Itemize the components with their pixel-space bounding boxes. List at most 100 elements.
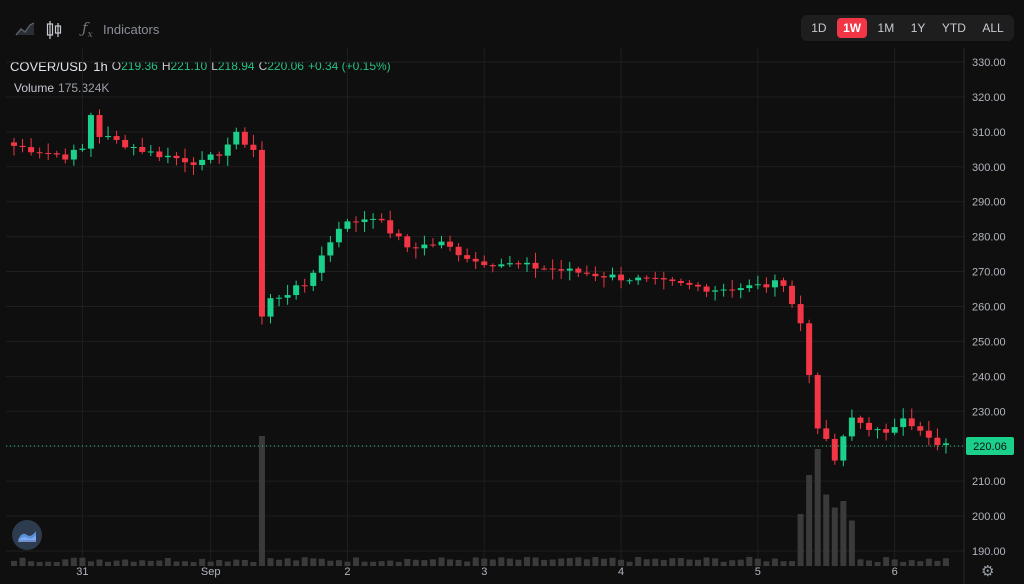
high-value: 221.10 (170, 59, 208, 73)
volume-bar (53, 561, 60, 566)
range-button-1w[interactable]: 1W (837, 18, 868, 38)
x-tick-label: 4 (618, 566, 624, 578)
candlestick-icon[interactable] (45, 20, 63, 40)
candle-body (276, 297, 283, 299)
volume-bar (224, 561, 231, 566)
x-tick-label: 5 (755, 566, 761, 578)
indicators-button[interactable]: Indicators (103, 22, 160, 37)
volume-bar (70, 557, 77, 566)
candle-body (284, 295, 291, 298)
candle-body (353, 221, 359, 223)
volume-bar (19, 557, 26, 566)
x-tick-label: 3 (481, 566, 487, 578)
candle-body (310, 272, 317, 286)
candle-body (720, 289, 727, 291)
volume-bar (917, 561, 924, 566)
candle-body (318, 255, 325, 273)
volume-bar (199, 558, 206, 566)
volume-bar (609, 557, 616, 566)
candle-body (541, 268, 548, 270)
volume-bar (925, 558, 932, 566)
volume-bar (703, 557, 710, 566)
candle-body (763, 284, 770, 288)
candle-body (395, 233, 402, 237)
range-button-1y[interactable]: 1Y (910, 21, 926, 35)
last-price-tag (966, 437, 1014, 456)
fx-icon[interactable]: ƒx (82, 19, 93, 40)
volume-bar (421, 560, 428, 566)
volume-bar (293, 560, 300, 566)
candle-body (558, 269, 565, 271)
candle-body (489, 265, 496, 267)
candle-body (412, 247, 419, 249)
candle-body (182, 158, 188, 163)
y-tick-label: 210.00 (972, 476, 1006, 488)
volume-bar (635, 557, 642, 566)
candle-body (105, 136, 112, 138)
volume-bar (87, 561, 94, 566)
candle-body (87, 115, 94, 149)
candle-body (780, 280, 787, 286)
volume-bar (233, 559, 240, 566)
volume-bar (831, 507, 838, 566)
volume-bar (378, 561, 385, 566)
candle-body (139, 146, 146, 152)
candle-body (387, 220, 394, 234)
y-tick-label: 280.00 (972, 232, 1006, 244)
candle-body (695, 284, 701, 287)
volume-bar (626, 561, 633, 566)
candle-body (241, 131, 248, 145)
volume-bar (712, 558, 719, 566)
volume-bar (139, 560, 146, 566)
area-chart-icon[interactable] (14, 20, 36, 38)
settings-gear-icon[interactable]: ⚙ (981, 563, 995, 580)
volume-bar (130, 561, 137, 566)
candle-body (883, 429, 890, 433)
candle-body (156, 151, 163, 158)
candle-body (199, 159, 206, 165)
candle-body (216, 154, 223, 156)
range-button-1m[interactable]: 1M (877, 21, 895, 35)
candle-body (900, 418, 907, 428)
range-button-all[interactable]: ALL (982, 21, 1004, 35)
volume-bar (241, 559, 248, 566)
volume-bar (780, 561, 787, 566)
range-button-ytd[interactable]: YTD (941, 21, 966, 35)
y-tick-label: 330.00 (972, 57, 1006, 69)
volume-bar (806, 475, 813, 566)
volume-bar (370, 561, 377, 566)
volume-bar (754, 558, 761, 566)
candle-body (934, 437, 941, 445)
volume-bar (327, 560, 334, 566)
price-chart[interactable]: 330.00 320.00 310.00 300.00 290.00 280.00 270.… (0, 48, 1024, 584)
volume-bar (575, 557, 582, 566)
candle-body (737, 288, 744, 291)
volume-bar (874, 561, 881, 566)
candle-body (344, 221, 351, 229)
candle-body (258, 149, 265, 317)
candle-body (789, 285, 796, 305)
volume-bar (11, 560, 17, 566)
candle-body (618, 274, 625, 281)
candle-body (635, 277, 642, 281)
candle-body (70, 149, 77, 160)
range-button-1d[interactable]: 1D (811, 21, 827, 35)
y-tick-label: 270.00 (972, 267, 1006, 279)
candle-body (147, 151, 154, 153)
volume-bar (686, 559, 693, 566)
low-key: L (211, 59, 218, 73)
candle-body (857, 417, 864, 423)
candle-body (53, 153, 60, 155)
candle-body (592, 273, 599, 277)
x-tick-label: 6 (892, 566, 898, 578)
volume-bar (583, 559, 590, 566)
candle-body (464, 255, 471, 259)
candle-body (113, 136, 120, 140)
volume-bar (746, 556, 753, 566)
brand-logo-icon[interactable] (12, 520, 42, 550)
volume-bar (472, 557, 479, 566)
volume-bar (823, 494, 830, 566)
change-value: +0.34 (+0.15%) (307, 59, 391, 73)
y-tick-label: 300.00 (972, 162, 1006, 174)
candle-body (404, 236, 411, 248)
